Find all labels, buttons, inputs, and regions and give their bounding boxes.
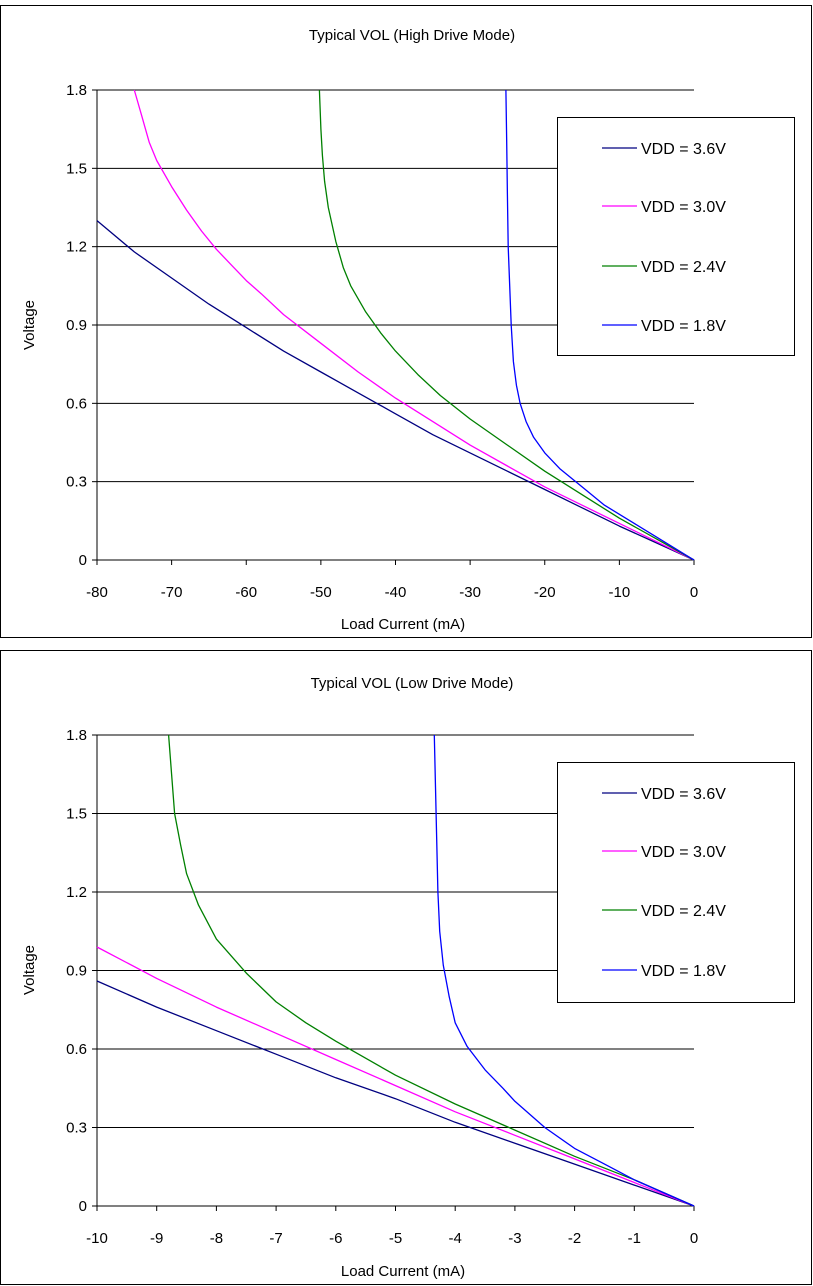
y-tick-label: 0.6 [66,395,87,412]
x-tick-label: -60 [235,584,257,601]
series-line [96,220,695,561]
legend: VDD = 3.6V VDD = 3.0V VDD = 2.4V VDD = 1.8V [557,117,795,356]
legend-box [557,117,795,356]
series-line [133,89,695,561]
chart-title: Typical VOL (Low Drive Mode) [311,675,514,692]
y-tick-label: 0.6 [66,1041,87,1058]
y-tick-label: 1.8 [66,727,87,744]
legend-label: VDD = 3.0V [641,844,726,861]
series-line [318,89,695,561]
x-tick-label: -3 [508,1230,521,1247]
x-tick-label: -70 [161,584,183,601]
y-tick-label: 1.8 [66,82,87,99]
x-tick-label: -50 [310,584,332,601]
x-tick-label: -30 [459,584,481,601]
x-tick-label: -2 [568,1230,581,1247]
y-tick-label: 0.3 [66,474,87,491]
legend-box [557,762,795,1003]
y-tick-label: 0.3 [66,1120,87,1137]
legend-label: VDD = 2.4V [641,903,726,920]
series-line [433,734,695,1207]
x-tick-label: 0 [690,584,698,601]
series-line [505,89,695,561]
x-tick-label: -40 [385,584,407,601]
y-axis-label: Voltage [21,945,38,995]
series-line [96,946,695,1207]
x-tick-label: -5 [389,1230,402,1247]
x-tick-label: 0 [690,1230,698,1247]
series-line [167,734,695,1207]
legend-label: VDD = 3.6V [641,141,726,158]
y-tick-label: 0.9 [66,317,87,334]
x-tick-label: -6 [329,1230,342,1247]
legend-label: VDD = 3.6V [641,786,726,803]
x-tick-label: -1 [628,1230,641,1247]
y-tick-label: 0 [79,1198,87,1215]
legend-label: VDD = 1.8V [641,963,726,980]
series-line [96,980,695,1207]
x-tick-label: -80 [86,584,108,601]
x-tick-label: -4 [449,1230,462,1247]
x-tick-label: -7 [269,1230,282,1247]
chart-low-drive: Typical VOL (Low Drive Mode) Voltage Loa… [0,650,812,1285]
legend-label: VDD = 3.0V [641,199,726,216]
y-tick-label: 1.2 [66,884,87,901]
y-tick-label: 0.9 [66,963,87,980]
x-tick-label: -9 [150,1230,163,1247]
legend-label: VDD = 2.4V [641,259,726,276]
x-tick-label: -8 [210,1230,223,1247]
y-tick-label: 1.2 [66,239,87,256]
x-axis-label: Load Current (mA) [341,1263,465,1280]
x-tick-label: -20 [534,584,556,601]
chart-title: Typical VOL (High Drive Mode) [309,27,515,44]
y-tick-label: 1.5 [66,160,87,177]
y-axis-label: Voltage [21,300,38,350]
legend: VDD = 3.6V VDD = 3.0V VDD = 2.4V VDD = 1.8V [557,762,795,1003]
x-axis-label: Load Current (mA) [341,616,465,633]
chart-high-drive: Typical VOL (High Drive Mode) Voltage Lo… [0,5,812,638]
plot-area: 00.30.60.91.21.51.8-10 -9 -8 -7 -6 -5 -4 -3 -2 -1… [66,727,698,1247]
x-tick-label: -10 [86,1230,108,1247]
y-tick-label: 0 [79,552,87,569]
legend-label: VDD = 1.8V [641,318,726,335]
y-tick-label: 1.5 [66,806,87,823]
x-tick-label: -10 [609,584,631,601]
